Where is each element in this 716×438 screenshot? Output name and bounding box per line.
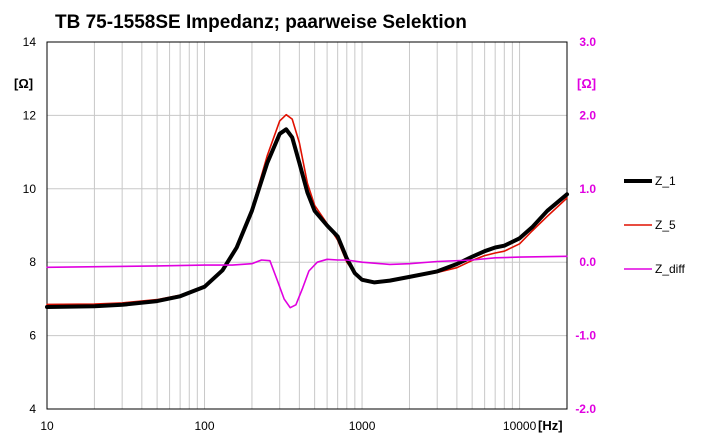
- right-axis-ticks: -2.0 -1.0 0.0 1.0 2.0 3.0: [575, 35, 596, 416]
- legend-label-z-diff: Z_diff: [655, 262, 685, 276]
- legend: Z_1 Z_5 Z_diff: [624, 174, 685, 276]
- legend-label-z-1: Z_1: [655, 174, 676, 188]
- right-tick-label: 3.0: [579, 35, 596, 49]
- right-tick-label: -2.0: [575, 402, 596, 416]
- left-tick-label: 6: [29, 329, 36, 343]
- series-line-z-1: [45, 127, 569, 309]
- series-layer: [45, 113, 569, 309]
- right-tick-label: 0.0: [579, 255, 596, 269]
- x-axis-ticks: 10 100 1000 10000: [40, 419, 536, 433]
- plot-border: [46, 41, 568, 410]
- right-tick-label: 2.0: [579, 108, 596, 122]
- plot-frame: [46, 41, 568, 410]
- left-axis-unit: [Ω]: [14, 76, 33, 91]
- x-axis-unit: [Hz]: [538, 418, 563, 433]
- left-tick-label: 10: [23, 182, 37, 196]
- left-tick-label: 8: [29, 255, 36, 269]
- left-tick-label: 4: [29, 402, 36, 416]
- x-tick-label: 10000: [503, 419, 537, 433]
- x-tick-label: 1000: [349, 419, 376, 433]
- grid: [47, 42, 567, 409]
- right-tick-label: -1.0: [575, 329, 596, 343]
- right-tick-label: 1.0: [579, 182, 596, 196]
- left-axis-ticks: 4 6 8 10 12 14: [23, 35, 37, 416]
- left-tick-label: 12: [23, 108, 37, 122]
- x-tick-label: 100: [195, 419, 215, 433]
- chart-title: TB 75-1558SE Impedanz; paarweise Selekti…: [55, 12, 467, 33]
- legend-label-z-5: Z_5: [655, 218, 676, 232]
- left-tick-label: 14: [23, 35, 37, 49]
- x-tick-label: 10: [40, 419, 54, 433]
- right-axis-unit: [Ω]: [577, 76, 596, 91]
- series-line-z-diff: [46, 255, 568, 309]
